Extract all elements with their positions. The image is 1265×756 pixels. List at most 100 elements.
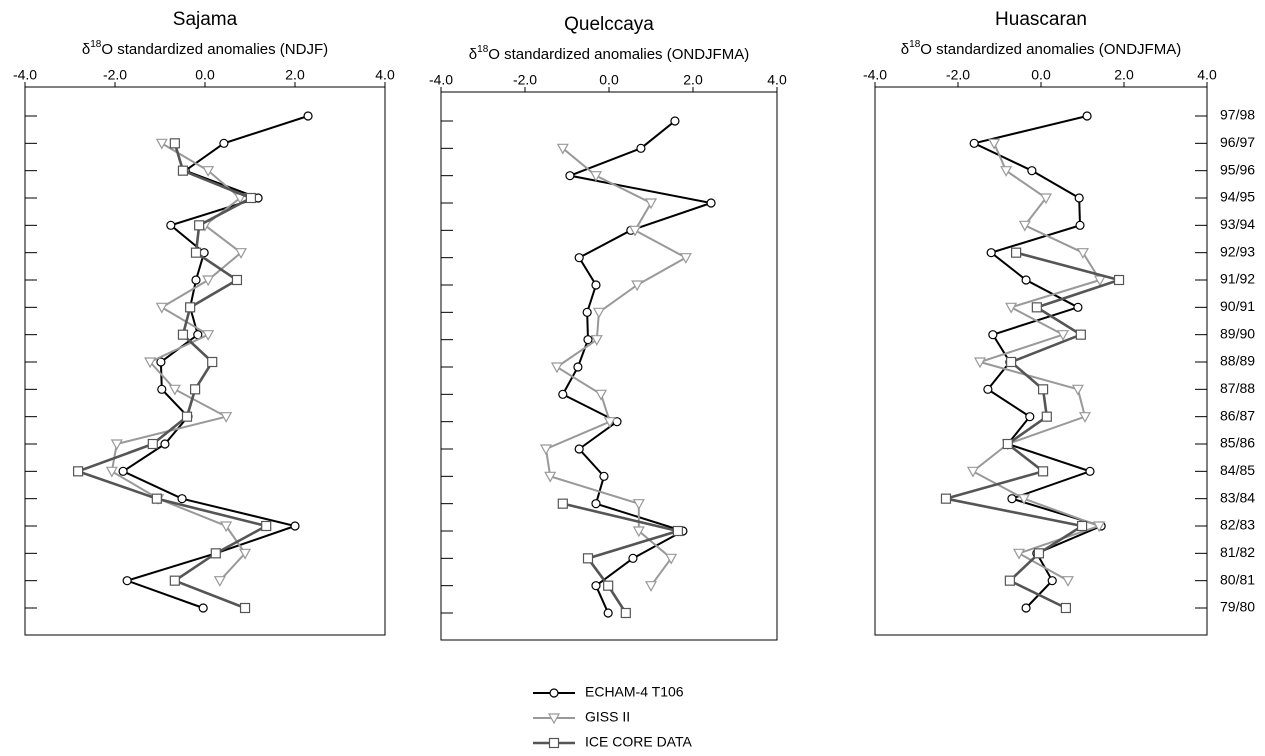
data-point [1041, 411, 1052, 422]
data-point [155, 302, 168, 314]
data-point [1071, 384, 1084, 396]
data-point [1005, 302, 1018, 314]
data-point [632, 526, 645, 538]
x-tick-label: 2.0 [683, 72, 703, 88]
data-point [599, 471, 609, 481]
data-point [202, 166, 215, 177]
data-point [191, 275, 201, 285]
x-tick-label: -2.0 [103, 67, 127, 83]
data-point [239, 548, 252, 560]
data-point [582, 553, 594, 564]
data-point [679, 253, 692, 264]
series-line [971, 142, 1103, 582]
y-tick-label: 83/84 [1220, 489, 1255, 505]
data-point [969, 138, 979, 148]
data-point [672, 525, 683, 537]
data-point [1076, 248, 1089, 259]
data-point [1113, 274, 1125, 286]
data-point [1085, 466, 1095, 476]
data-point [185, 302, 196, 313]
data-point [558, 389, 568, 399]
data-point [1074, 193, 1084, 203]
data-point [670, 116, 680, 126]
data-point [234, 248, 248, 259]
data-point [72, 466, 84, 477]
y-tick-label: 84/85 [1220, 462, 1255, 478]
data-point [231, 274, 243, 286]
data-point [595, 389, 608, 401]
y-tick-label: 82/83 [1220, 517, 1255, 533]
data-point [1060, 602, 1072, 614]
data-point [1007, 494, 1017, 504]
y-tick-label: 79/80 [1220, 599, 1255, 615]
y-tick-label: 89/90 [1220, 325, 1255, 341]
data-point [219, 138, 229, 148]
data-point [303, 111, 313, 121]
data-point [290, 521, 300, 531]
data-point [122, 576, 132, 586]
data-point [220, 412, 233, 423]
subtitle-part: δ [469, 46, 477, 63]
data-point [603, 417, 616, 428]
legend-label: ICE CORE DATA [585, 734, 692, 750]
data-point [210, 548, 221, 559]
chart-title: Huascaran [995, 9, 1087, 30]
data-point [169, 138, 180, 149]
data-point [591, 581, 601, 591]
data-point [1004, 575, 1015, 586]
series-line [562, 502, 683, 614]
data-point [1075, 220, 1085, 230]
series-line [945, 251, 1124, 610]
data-point [983, 384, 993, 394]
subtitle-part: 18 [90, 39, 102, 50]
data-point [665, 553, 678, 565]
plot-frame [440, 91, 778, 641]
x-tick-label: 2.0 [285, 67, 305, 83]
data-point [1037, 466, 1049, 477]
data-point [198, 603, 208, 613]
data-point [550, 362, 563, 374]
data-point [603, 608, 613, 618]
data-point [177, 494, 187, 504]
data-point [144, 357, 157, 369]
chart-subtitle: δ18O standardized anomalies (ONDJFMA) [901, 39, 1181, 58]
legend-marker [548, 737, 560, 749]
data-point [118, 466, 128, 476]
x-tick-label: -2.0 [513, 72, 537, 88]
data-point [110, 439, 123, 451]
subtitle-part: O standardized anomalies (NDJF) [101, 41, 328, 58]
data-point [557, 498, 568, 509]
data-point [632, 499, 645, 510]
data-point [1000, 166, 1013, 177]
x-tick-label: 4.0 [767, 72, 787, 88]
y-tick-label: 90/91 [1220, 298, 1255, 314]
data-point [631, 280, 644, 292]
data-point [1002, 438, 1013, 450]
data-point [539, 444, 553, 456]
data-point [1017, 494, 1030, 505]
data-point [105, 466, 118, 478]
x-tick-label: 0.0 [1031, 67, 1051, 83]
series-line [74, 142, 270, 610]
data-point [213, 576, 226, 587]
data-point [168, 384, 181, 396]
y-tick-label: 96/97 [1220, 134, 1255, 150]
data-point [190, 384, 201, 395]
data-point [155, 138, 168, 150]
data-point [603, 580, 614, 591]
data-point [544, 471, 557, 483]
x-tick-label: 4.0 [375, 67, 395, 83]
data-point [629, 225, 642, 237]
y-tick-label: 81/82 [1220, 544, 1255, 560]
data-point [1031, 302, 1042, 313]
x-tick-label: 0.0 [599, 72, 619, 88]
y-tick-label: 88/89 [1220, 353, 1255, 369]
data-point [1033, 548, 1045, 559]
data-point [966, 466, 979, 478]
data-point [1093, 521, 1106, 533]
data-point [574, 253, 584, 263]
data-point [1047, 576, 1057, 586]
data-point [1037, 384, 1049, 395]
data-point [239, 602, 251, 614]
